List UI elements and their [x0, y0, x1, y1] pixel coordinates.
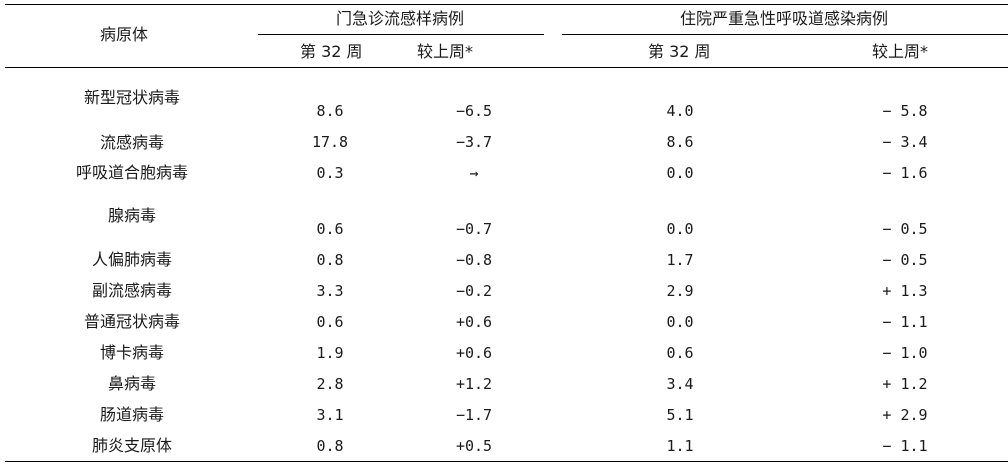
header-bottom-rule [5, 67, 1008, 68]
outpatient-change-value: −6.5 [455, 102, 493, 120]
outpatient-change-header: 较上周* [417, 42, 474, 61]
outpatient-change-value: +0.6 [455, 344, 493, 362]
outpatient-week-value: 2.8 [316, 375, 344, 393]
outpatient-change-value: −1.7 [455, 406, 493, 424]
pathogen-name: 副流感病毒 [91, 281, 172, 300]
pathogen-name: 腺病毒 [107, 206, 156, 225]
inpatient-week-value: 1.7 [666, 251, 694, 269]
top-rule [5, 4, 1008, 5]
inpatient-change-value: − 1.1 [882, 313, 928, 331]
outpatient-week-value: 8.6 [316, 102, 344, 120]
inpatient-change-header: 较上周* [872, 42, 929, 61]
outpatient-group-rule [258, 34, 544, 35]
inpatient-week-value: 1.1 [666, 437, 694, 455]
inpatient-change-value: − 3.4 [882, 133, 928, 151]
inpatient-change-value: − 1.6 [882, 164, 928, 182]
outpatient-week-value: 0.6 [316, 313, 344, 331]
inpatient-week-value: 2.9 [666, 282, 694, 300]
outpatient-week-value: 1.9 [316, 344, 344, 362]
pathogen-name: 新型冠状病毒 [83, 88, 180, 107]
inpatient-change-value: − 1.1 [882, 437, 928, 455]
outpatient-week-value: 3.1 [316, 406, 344, 424]
inpatient-week-value: 3.4 [666, 375, 694, 393]
pathogen-name: 博卡病毒 [99, 343, 164, 362]
inpatient-week-header: 第 32 周 [648, 42, 711, 61]
outpatient-week-value: 0.6 [316, 220, 344, 238]
bottom-rule [5, 461, 1008, 462]
pathogen-name: 呼吸道合胞病毒 [75, 163, 188, 182]
outpatient-week-value: 0.3 [316, 164, 344, 182]
inpatient-change-value: + 1.2 [882, 375, 928, 393]
inpatient-week-value: 0.0 [666, 220, 694, 238]
outpatient-change-value: −0.7 [455, 220, 493, 238]
inpatient-change-value: − 0.5 [882, 220, 928, 238]
outpatient-change-value: +1.2 [455, 375, 493, 393]
inpatient-change-value: + 1.3 [882, 282, 928, 300]
pathogen-name: 流感病毒 [99, 133, 164, 152]
pathogen-column-header: 病原体 [100, 25, 149, 44]
inpatient-week-value: 5.1 [666, 406, 694, 424]
outpatient-change-value: +0.6 [455, 313, 493, 331]
inpatient-change-value: − 1.0 [882, 344, 928, 362]
inpatient-week-value: 0.0 [666, 164, 694, 182]
outpatient-group-header: 门急诊流感样病例 [336, 9, 465, 28]
inpatient-group-header: 住院严重急性呼吸道感染病例 [680, 9, 889, 28]
pathogen-name: 肺炎支原体 [91, 436, 172, 455]
pathogen-name: 人偏肺病毒 [91, 250, 172, 269]
inpatient-change-value: − 5.8 [882, 102, 928, 120]
outpatient-week-value: 0.8 [316, 251, 344, 269]
inpatient-week-value: 0.6 [666, 344, 694, 362]
pathogen-name: 鼻病毒 [107, 374, 156, 393]
pathogen-name: 肠道病毒 [99, 405, 164, 424]
outpatient-week-header: 第 32 周 [300, 42, 363, 61]
outpatient-change-value: −3.7 [455, 133, 493, 151]
outpatient-week-value: 3.3 [316, 282, 344, 300]
outpatient-change-value: −0.8 [455, 251, 493, 269]
outpatient-change-value: −0.2 [455, 282, 493, 300]
inpatient-change-value: − 0.5 [882, 251, 928, 269]
outpatient-change-value: → [469, 164, 479, 182]
outpatient-change-value: +0.5 [455, 437, 493, 455]
pathogen-name: 普通冠状病毒 [83, 312, 180, 331]
inpatient-week-value: 0.0 [666, 313, 694, 331]
inpatient-change-value: + 2.9 [882, 406, 928, 424]
outpatient-week-value: 0.8 [316, 437, 344, 455]
inpatient-group-rule [562, 34, 1008, 35]
inpatient-week-value: 4.0 [666, 102, 694, 120]
outpatient-week-value: 17.8 [311, 133, 349, 151]
inpatient-week-value: 8.6 [666, 133, 694, 151]
